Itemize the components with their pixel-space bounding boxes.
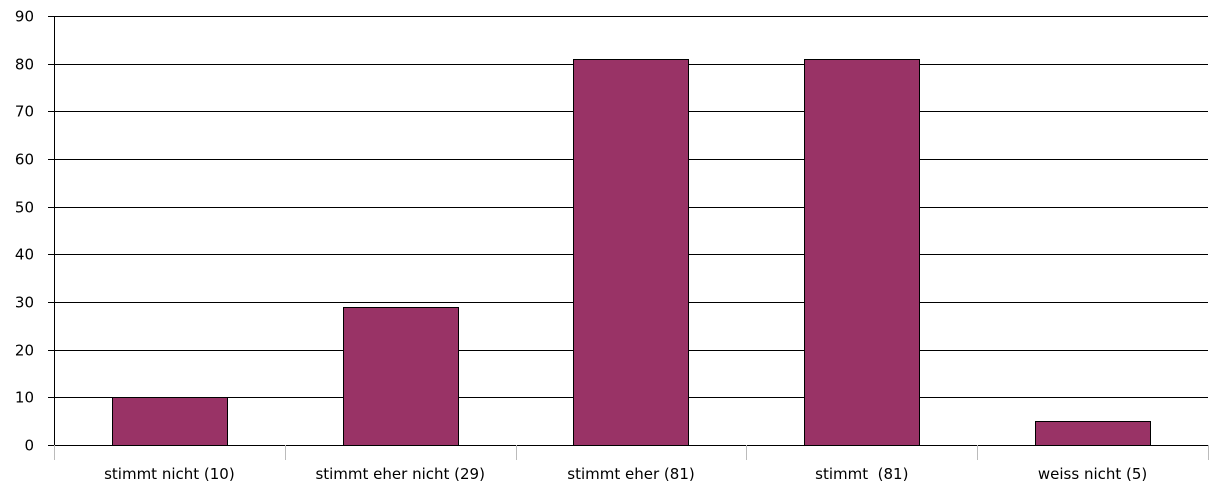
x-category-label: stimmt (81) (815, 465, 908, 483)
bars (112, 59, 1151, 446)
y-tick-label: 50 (15, 199, 34, 217)
y-tick-label: 10 (15, 389, 34, 407)
y-tick-labels: 0 10 20 30 40 50 60 70 80 90 (15, 8, 34, 455)
y-tick-label: 90 (15, 8, 34, 26)
bar-4 (804, 59, 920, 446)
x-category-labels: stimmt nicht (10) stimmt eher nicht (29) s… (104, 465, 1147, 483)
axes (48, 16, 1209, 460)
x-category-label: weiss nicht (5) (1038, 465, 1147, 483)
bar-2 (343, 307, 459, 446)
y-tick-label: 80 (15, 56, 34, 74)
bar-3 (573, 59, 689, 446)
y-tick-label: 40 (15, 246, 34, 264)
x-category-label: stimmt nicht (10) (104, 465, 235, 483)
x-category-label: stimmt eher nicht (29) (315, 465, 485, 483)
y-tick-label: 30 (15, 294, 34, 312)
bar-5 (1035, 421, 1151, 446)
y-tick-label: 60 (15, 151, 34, 169)
x-category-label: stimmt eher (81) (567, 465, 694, 483)
y-tick-label: 70 (15, 103, 34, 121)
bar-1 (112, 397, 228, 446)
y-tick-label: 20 (15, 342, 34, 360)
y-tick-label: 0 (24, 437, 34, 455)
